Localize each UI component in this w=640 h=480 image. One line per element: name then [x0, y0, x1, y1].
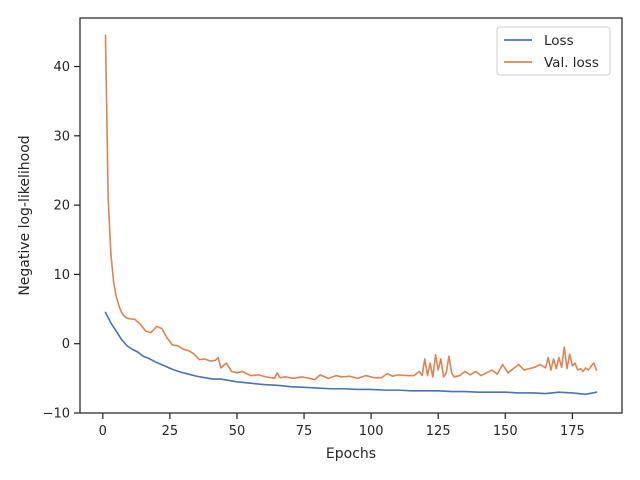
series-line-val-loss — [104, 34, 598, 381]
y-tick-label: 0 — [62, 337, 70, 352]
x-axis-ticks: 0 25 50 75 100 125 150 175 — [99, 413, 585, 439]
x-tick-label: 50 — [229, 424, 246, 439]
legend-label: Val. loss — [544, 55, 599, 71]
x-tick-label: 150 — [493, 424, 518, 439]
legend: Loss Val. loss — [496, 26, 611, 76]
x-tick-label: 0 — [99, 424, 107, 439]
x-tick-label: 75 — [296, 424, 313, 439]
plot-frame — [79, 17, 623, 414]
x-tick-label: 125 — [426, 424, 451, 439]
x-tick-label: 25 — [162, 424, 179, 439]
y-tick-label: 40 — [53, 60, 70, 75]
x-axis-label: Epochs — [326, 446, 376, 462]
y-tick-label: 20 — [53, 199, 70, 214]
y-axis-ticks: −10 0 10 20 30 40 — [43, 60, 80, 422]
x-tick-label: 175 — [560, 424, 585, 439]
y-tick-label: 10 — [53, 268, 70, 283]
legend-box — [496, 26, 611, 76]
legend-label: Loss — [544, 33, 574, 49]
x-tick-label: 100 — [359, 424, 384, 439]
y-axis-label: Negative log-likelihood — [17, 135, 33, 295]
y-tick-label: 30 — [53, 129, 70, 144]
plot-lines — [104, 34, 598, 396]
series-line-loss — [104, 311, 598, 396]
y-tick-label: −10 — [43, 407, 70, 422]
